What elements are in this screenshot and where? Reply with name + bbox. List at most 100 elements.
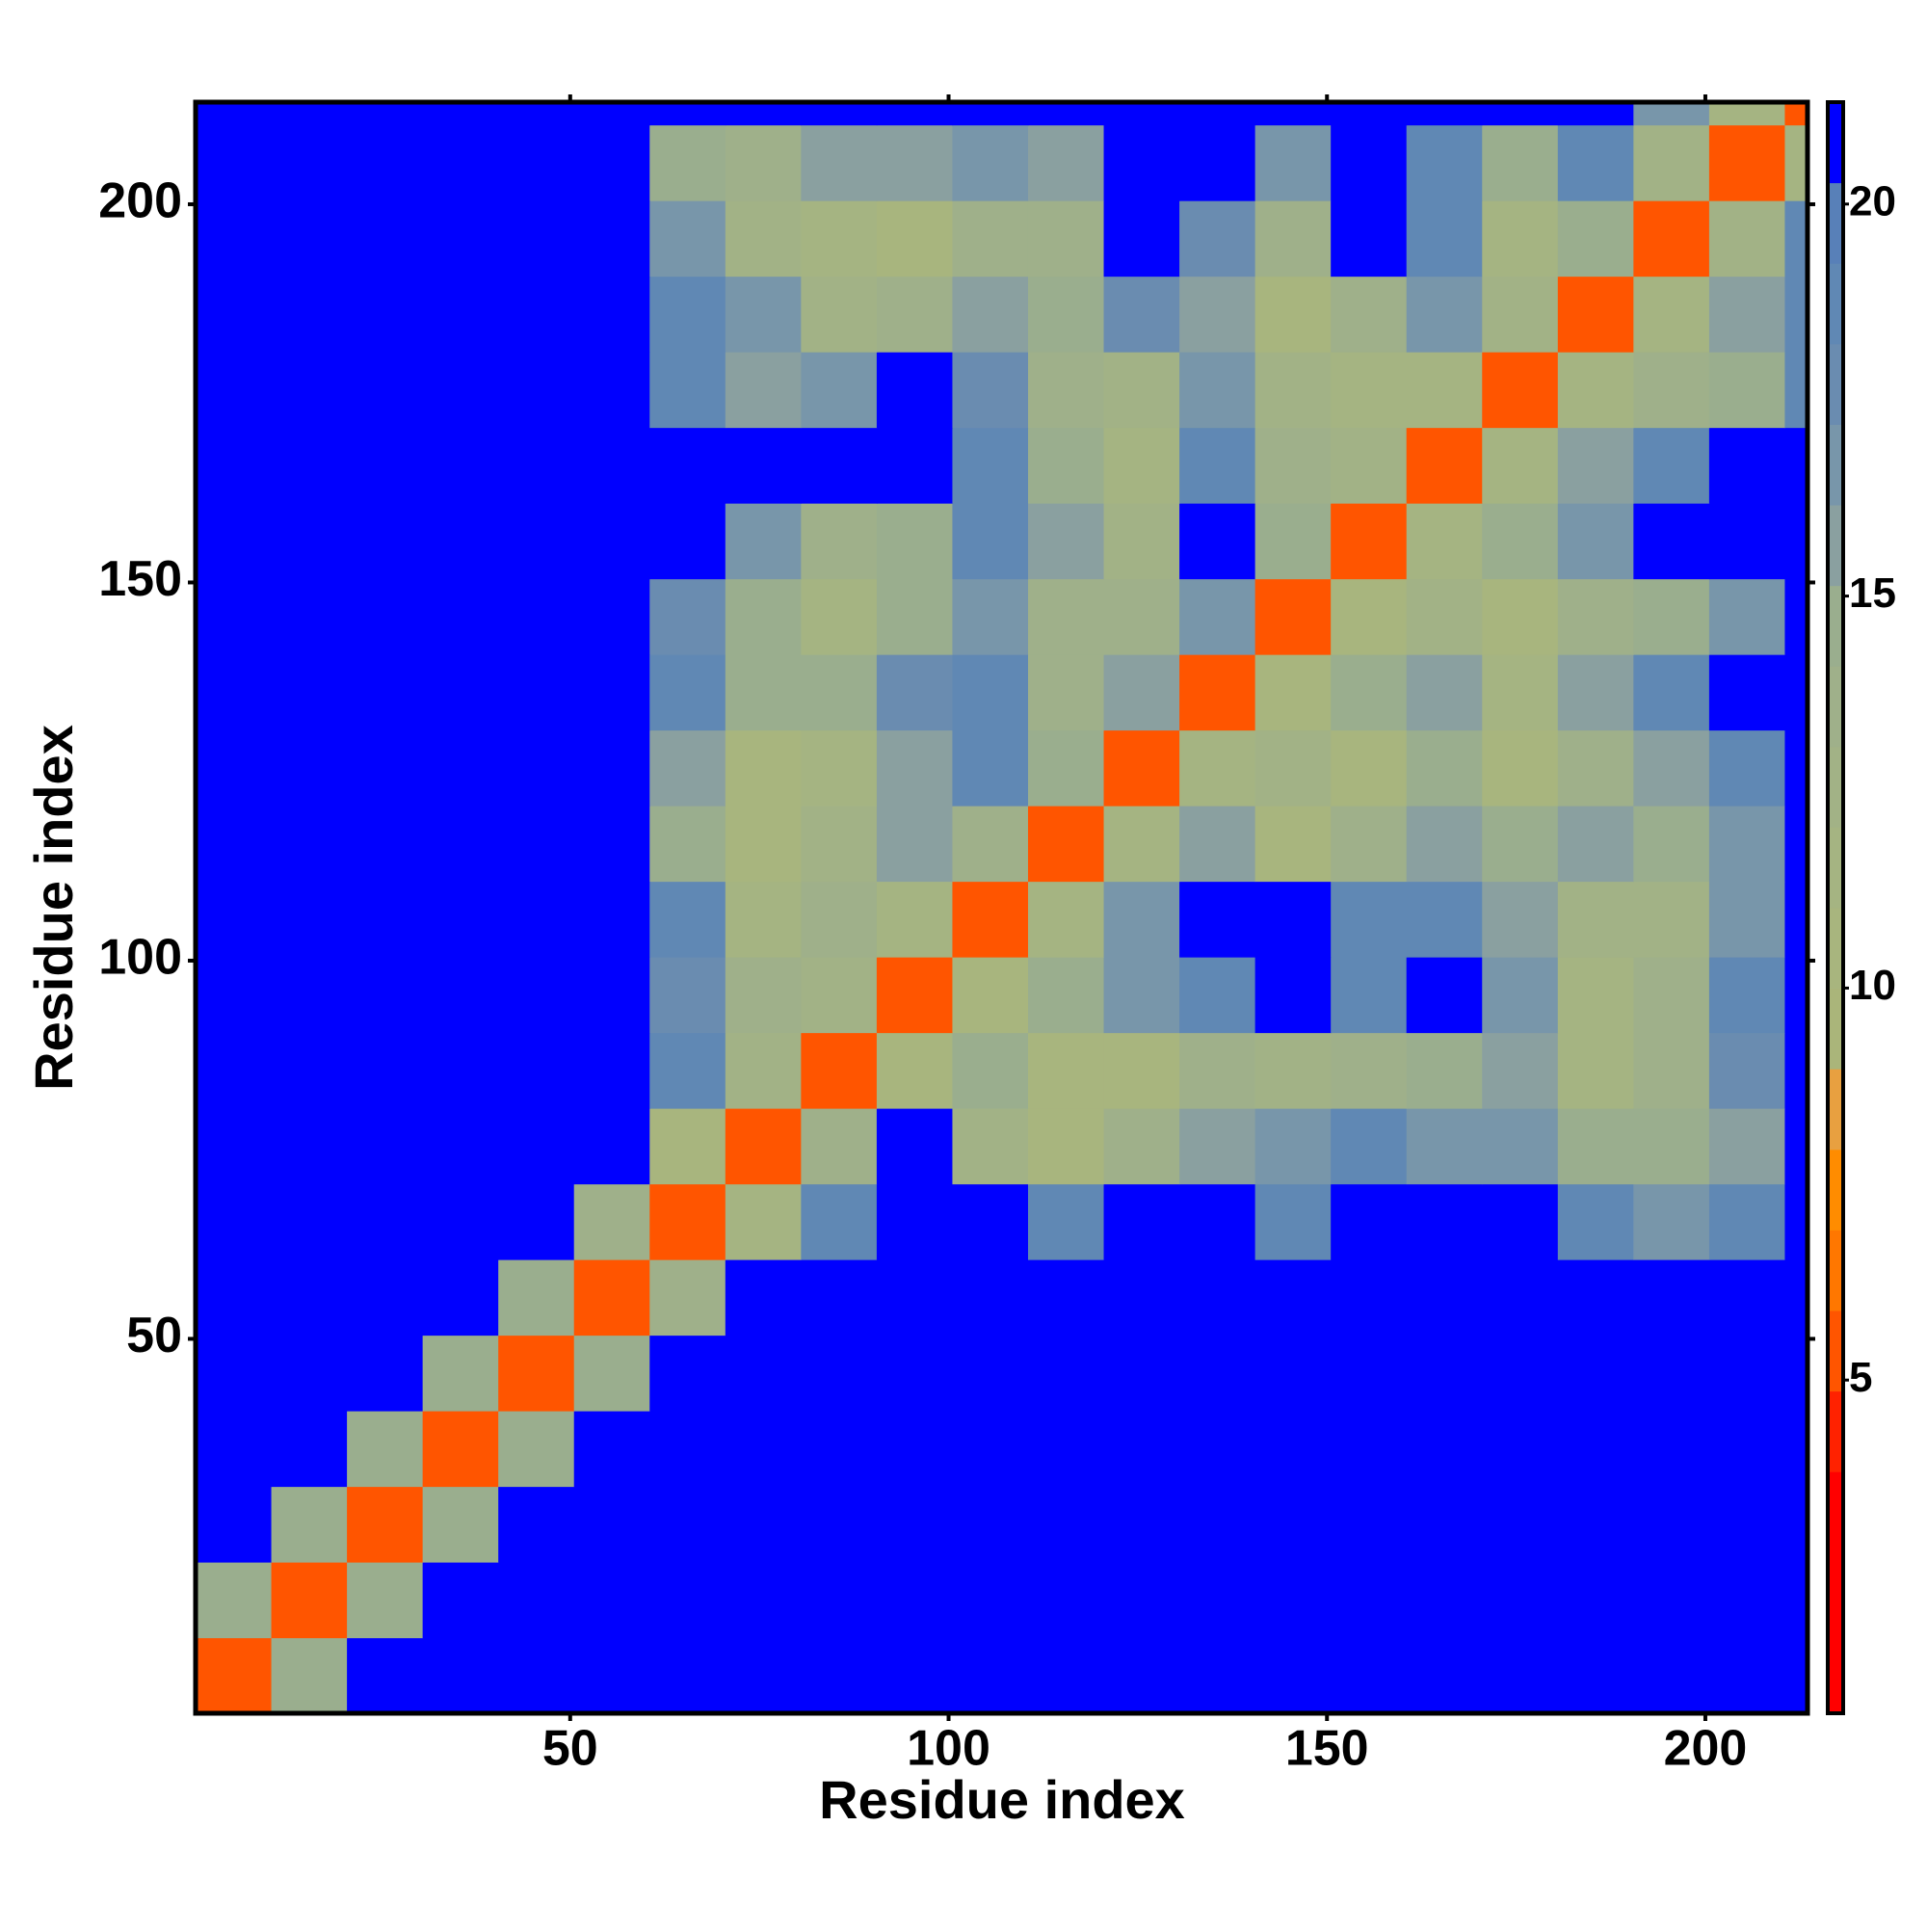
heatmap-cell <box>1331 1486 1408 1563</box>
heatmap-cell <box>271 1411 348 1488</box>
heatmap-cell <box>952 881 1029 958</box>
heatmap-cell <box>1708 427 1786 504</box>
heatmap-cell <box>1027 1411 1105 1488</box>
heatmap-cell <box>1027 1335 1105 1412</box>
heatmap-cell <box>1708 1562 1786 1639</box>
heatmap-cell <box>725 1183 802 1260</box>
heatmap-cell <box>649 1637 726 1714</box>
heatmap-cell <box>1406 1032 1483 1109</box>
heatmap-cell <box>1254 578 1332 655</box>
heatmap-cell <box>1406 1183 1483 1260</box>
heatmap-cell <box>347 503 424 580</box>
heatmap-cell <box>573 1335 650 1412</box>
heatmap-cell <box>876 427 954 504</box>
heatmap-cell <box>498 200 575 278</box>
heatmap-cell <box>1557 200 1634 278</box>
heatmap-cell <box>952 1637 1029 1714</box>
heatmap-cell <box>952 1562 1029 1639</box>
heatmap-cell <box>1482 806 1559 883</box>
heatmap-cell <box>422 1335 499 1412</box>
heatmap-cell <box>1557 352 1634 429</box>
heatmap-cell <box>1406 578 1483 655</box>
heatmap-cell <box>422 1108 499 1185</box>
heatmap-cell <box>1633 1637 1710 1714</box>
heatmap-cell <box>422 102 499 126</box>
heatmap-cell <box>1708 881 1786 958</box>
heatmap-cell <box>1254 806 1332 883</box>
y-axis-title: Residue index <box>23 725 84 1091</box>
heatmap-cell <box>347 654 424 731</box>
heatmap-cell <box>876 1486 954 1563</box>
heatmap-cell <box>801 1032 878 1109</box>
heatmap-cell <box>1482 1411 1559 1488</box>
heatmap-cell <box>1633 1486 1710 1563</box>
heatmap-cell <box>876 806 954 883</box>
heatmap-cell <box>1708 1032 1786 1109</box>
heatmap-cell <box>422 1637 499 1714</box>
heatmap-cell <box>1254 503 1332 580</box>
heatmap-cell <box>952 124 1029 201</box>
heatmap-cell <box>1027 957 1105 1034</box>
heatmap-cell <box>1254 654 1332 731</box>
heatmap-cell <box>1633 102 1710 126</box>
heatmap-cell <box>498 957 575 1034</box>
heatmap-cell <box>1254 881 1332 958</box>
heatmap-cell <box>1027 806 1105 883</box>
heatmap-cell <box>573 578 650 655</box>
heatmap-cell <box>725 1411 802 1488</box>
heatmap-cell <box>1254 427 1332 504</box>
heatmap-cell <box>1633 1259 1710 1337</box>
heatmap-cell <box>1406 124 1483 201</box>
heatmap-cell <box>1027 1032 1105 1109</box>
heatmap-cell <box>347 1486 424 1563</box>
heatmap-cell <box>1557 1486 1634 1563</box>
y-tick-label: 50 <box>126 1308 182 1363</box>
heatmap-cell <box>1254 1259 1332 1337</box>
colorbar-segment <box>1828 585 1843 667</box>
heatmap-cell <box>1708 276 1786 353</box>
heatmap-cell <box>801 102 878 126</box>
heatmap-cell <box>801 957 878 1034</box>
heatmap-cell <box>725 1335 802 1412</box>
heatmap-cell <box>1103 1335 1180 1412</box>
heatmap-cell <box>1482 1562 1559 1639</box>
y-tick-label: 200 <box>98 173 182 229</box>
heatmap-cell <box>1406 276 1483 353</box>
heatmap-cell <box>1179 1259 1256 1337</box>
heatmap-cell <box>1557 1183 1634 1260</box>
heatmap-cell <box>649 1259 726 1337</box>
heatmap-cell <box>1254 1411 1332 1488</box>
heatmap-cell <box>1027 1183 1105 1260</box>
heatmap-cell <box>1179 957 1256 1034</box>
heatmap-cell <box>876 729 954 807</box>
heatmap-cell <box>1557 1259 1634 1337</box>
heatmap-cell <box>876 1411 954 1488</box>
heatmap-cell <box>573 276 650 353</box>
heatmap-cell <box>1708 352 1786 429</box>
colorbar-segment <box>1828 1471 1843 1553</box>
heatmap-cell <box>1557 102 1634 126</box>
heatmap-cell <box>725 729 802 807</box>
heatmap-cell <box>347 1183 424 1260</box>
heatmap-cell <box>1557 1108 1634 1185</box>
heatmap-cell <box>952 503 1029 580</box>
heatmap-cell <box>1331 578 1408 655</box>
heatmap-cell <box>271 654 348 731</box>
heatmap-cell <box>271 578 348 655</box>
heatmap-cell <box>1103 578 1180 655</box>
heatmap-cell <box>498 1637 575 1714</box>
heatmap-cell <box>1482 102 1559 126</box>
heatmap-cell <box>271 503 348 580</box>
heatmap-cell <box>952 276 1029 353</box>
heatmap-cell <box>1557 1637 1634 1714</box>
colorbar <box>1828 102 1843 1714</box>
heatmap-cell <box>1633 1183 1710 1260</box>
heatmap-cell <box>1633 1411 1710 1488</box>
heatmap-cell <box>1331 1411 1408 1488</box>
heatmap-cell <box>1406 654 1483 731</box>
colorbar-segment <box>1828 1551 1843 1633</box>
heatmap-cell <box>1406 806 1483 883</box>
heatmap-cell <box>1406 503 1483 580</box>
heatmap-cell <box>725 200 802 278</box>
heatmap-cell <box>801 1335 878 1412</box>
